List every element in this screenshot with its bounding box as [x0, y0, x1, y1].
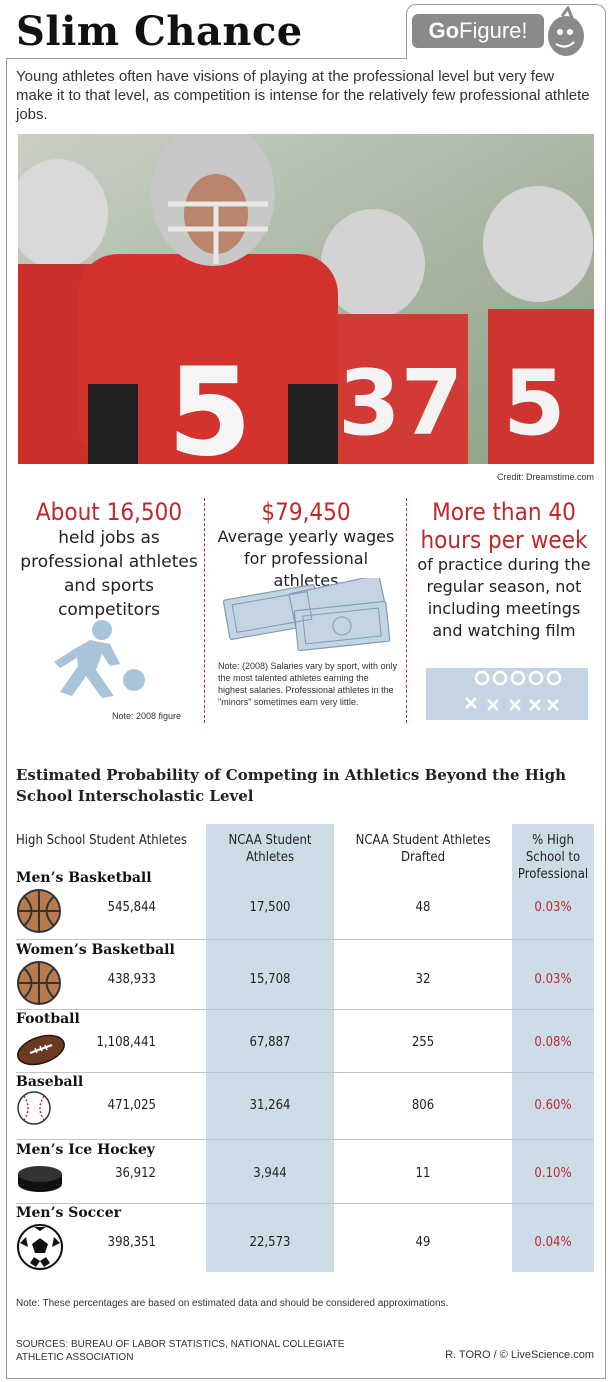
stat-jobs-desc: held jobs as professional athletes and s… [20, 528, 198, 620]
cell-drafted: 48 [415, 900, 431, 915]
col-head-drafted: NCAA Student Athletes Drafted [355, 833, 491, 865]
cell-hs: 36,912 [115, 1166, 156, 1181]
col-head-ncaa: NCAA Student Athletes [228, 833, 312, 865]
byline: R. TORO / © LiveScience.com [445, 1349, 594, 1361]
cell-pct: 0.04% [534, 1235, 572, 1250]
gofigure-badge: GoFigure! [412, 14, 544, 48]
cell-ncaa: 31,264 [249, 1098, 291, 1113]
soccer-ball-icon [16, 1223, 64, 1276]
mascot-icon [548, 6, 584, 56]
ncaa-column-shade [206, 824, 334, 1272]
stat-practice-desc: of practice during the regular season, n… [417, 555, 591, 640]
basketball-player-icon [54, 620, 145, 698]
money-icon [222, 578, 391, 652]
cell-drafted: 11 [415, 1166, 431, 1181]
basketball-icon [16, 888, 62, 939]
stat-wages-value: $79,450 [261, 498, 351, 526]
cell-pct: 0.03% [534, 972, 572, 987]
cell-drafted: 806 [411, 1098, 435, 1113]
cell-hs: 1,108,441 [96, 1035, 156, 1050]
pct-column-shade [512, 824, 594, 1272]
stat-jobs-note: Note: 2008 figure [112, 711, 182, 721]
cell-ncaa: 3,944 [253, 1166, 287, 1181]
cell-ncaa: 22,573 [249, 1235, 291, 1250]
badge-go: Go [428, 18, 460, 43]
row-divider [16, 1009, 594, 1010]
cell-pct: 0.10% [534, 1166, 572, 1181]
title-rule [6, 58, 406, 59]
cell-drafted: 49 [415, 1235, 431, 1250]
table-title: Estimated Probability of Competing in At… [16, 766, 567, 805]
baseball-icon [16, 1090, 52, 1131]
jersey-number-5: 5 [168, 344, 252, 464]
hockey-puck-icon [16, 1164, 66, 1199]
cell-pct: 0.08% [534, 1035, 572, 1050]
cell-ncaa: 15,708 [249, 972, 291, 987]
play-diagram-icon [426, 668, 588, 720]
cell-hs: 398,351 [107, 1235, 156, 1250]
sport-name: Men’s Basketball [16, 870, 152, 886]
stat-practice: More than 40 hours per week of practice … [412, 498, 596, 642]
stat-wages-desc: Average yearly wages for professional at… [217, 527, 395, 590]
stat-jobs-value: About 16,500 [35, 498, 183, 526]
sport-name: Men’s Ice Hockey [16, 1142, 155, 1158]
row-divider [16, 1203, 594, 1204]
stat-wages: $79,450 Average yearly wages for profess… [210, 498, 402, 592]
basketball-icon [16, 960, 62, 1011]
cell-ncaa: 67,887 [249, 1035, 291, 1050]
stat-divider-2 [406, 498, 407, 723]
row-divider [16, 1139, 594, 1140]
col-head-pct: % High School to Professional [517, 833, 589, 882]
footer-note: Note: These percentages are based on est… [16, 1298, 449, 1309]
sport-name: Men’s Soccer [16, 1205, 121, 1221]
cell-pct: 0.03% [534, 900, 572, 915]
sport-name: Baseball [16, 1074, 84, 1090]
stat-divider-1 [204, 498, 205, 723]
sport-name: Football [16, 1011, 80, 1027]
content-frame [6, 58, 606, 1379]
photo-credit: Credit: Dreamstime.com [496, 472, 594, 482]
football-photo: 37 5 5 [18, 134, 594, 464]
cell-hs: 438,933 [107, 972, 156, 987]
cell-drafted: 32 [415, 972, 431, 987]
jersey-number-5-right: 5 [503, 351, 566, 456]
stat-jobs: About 16,500 held jobs as professional a… [16, 498, 202, 622]
col-head-hs: High School Student Athletes [16, 833, 187, 848]
intro-text: Young athletes often have visions of pla… [16, 68, 590, 123]
stat-wages-note: Note: (2008) Salaries vary by sport, wit… [218, 661, 398, 707]
row-divider [16, 939, 594, 940]
football-icon [16, 1033, 66, 1072]
cell-hs: 471,025 [107, 1098, 156, 1113]
row-divider [16, 1072, 594, 1073]
cell-ncaa: 17,500 [249, 900, 291, 915]
sources: SOURCES: BUREAU OF LABOR STATISTICS, NAT… [16, 1339, 345, 1363]
jersey-number-37: 37 [338, 351, 463, 456]
cell-hs: 545,844 [107, 900, 156, 915]
sport-name: Women’s Basketball [16, 942, 175, 958]
cell-pct: 0.60% [534, 1098, 572, 1113]
page-title: Slim Chance [16, 8, 303, 55]
cell-drafted: 255 [411, 1035, 435, 1050]
stat-practice-value: More than 40 hours per week [420, 498, 588, 554]
badge-figure: Figure! [459, 18, 528, 43]
